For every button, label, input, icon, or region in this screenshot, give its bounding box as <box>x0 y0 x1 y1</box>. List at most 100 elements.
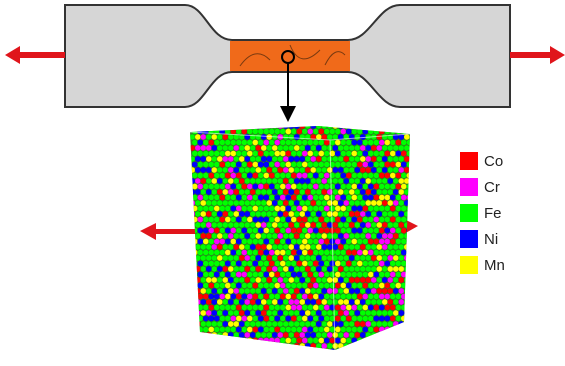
atom <box>384 173 390 179</box>
atom <box>340 173 346 179</box>
atom <box>390 151 396 157</box>
atom <box>340 294 346 300</box>
atom <box>250 266 256 272</box>
atom <box>211 123 217 129</box>
atom <box>233 145 239 151</box>
atom <box>307 305 313 311</box>
atom <box>376 156 382 162</box>
atom <box>261 156 267 162</box>
atom <box>324 151 330 157</box>
atom <box>321 255 327 261</box>
atom <box>349 145 355 151</box>
atom <box>219 228 225 234</box>
atom <box>365 211 371 217</box>
atom <box>294 310 300 316</box>
atom <box>228 277 234 283</box>
atom <box>365 222 371 228</box>
atom <box>401 316 407 322</box>
atom <box>382 343 388 349</box>
atom <box>362 184 368 190</box>
atom <box>206 123 212 129</box>
atom <box>387 310 393 316</box>
atom <box>280 261 286 267</box>
atom <box>189 299 195 305</box>
atom <box>239 233 245 239</box>
atom <box>324 129 330 135</box>
atom <box>222 299 228 305</box>
atom <box>406 129 412 135</box>
atom <box>200 321 206 327</box>
atom <box>228 266 234 272</box>
atom <box>197 206 203 212</box>
atom <box>269 250 275 256</box>
atom <box>390 140 396 146</box>
atom <box>310 277 316 283</box>
atom <box>313 272 319 278</box>
atom <box>349 178 355 184</box>
atom <box>343 178 349 184</box>
atom <box>393 189 399 195</box>
atom <box>269 151 275 157</box>
atom <box>288 233 294 239</box>
atom <box>324 206 330 212</box>
atom <box>208 184 214 190</box>
atom <box>351 151 357 157</box>
atom <box>324 228 330 234</box>
atom <box>288 156 294 162</box>
atom <box>327 167 333 173</box>
atom <box>274 228 280 234</box>
atom <box>335 184 341 190</box>
atom <box>272 266 278 272</box>
atom <box>239 288 245 294</box>
atom <box>244 178 250 184</box>
atom <box>280 305 286 311</box>
atom <box>272 233 278 239</box>
atom <box>316 266 322 272</box>
atom <box>217 200 223 206</box>
atom <box>324 349 330 355</box>
atom <box>285 338 291 344</box>
atom <box>247 272 253 278</box>
atom <box>261 178 267 184</box>
atom <box>255 156 261 162</box>
atom <box>192 206 198 212</box>
atom <box>233 244 239 250</box>
atom <box>406 195 412 201</box>
atom <box>244 332 250 338</box>
atom <box>294 332 300 338</box>
atom <box>313 316 319 322</box>
atom <box>346 228 352 234</box>
atom <box>222 310 228 316</box>
atom <box>360 288 366 294</box>
atom <box>288 332 294 338</box>
atom <box>307 250 313 256</box>
atom <box>324 261 330 267</box>
atom <box>395 195 401 201</box>
atom <box>189 200 195 206</box>
atom <box>335 239 341 245</box>
atom <box>230 239 236 245</box>
atom <box>340 327 346 333</box>
atom <box>321 277 327 283</box>
atom <box>327 189 333 195</box>
atom <box>307 327 313 333</box>
atom <box>291 327 297 333</box>
atom <box>228 288 234 294</box>
atom <box>236 283 242 289</box>
atom <box>305 167 311 173</box>
atom <box>266 310 272 316</box>
atom <box>318 173 324 179</box>
atom <box>365 167 371 173</box>
atom <box>351 283 357 289</box>
atom <box>318 184 324 190</box>
atom <box>230 195 236 201</box>
atom <box>241 173 247 179</box>
atom <box>382 266 388 272</box>
atom <box>211 178 217 184</box>
atom <box>192 250 198 256</box>
atom <box>206 222 212 228</box>
atom <box>233 200 239 206</box>
atom <box>236 272 242 278</box>
atom <box>346 283 352 289</box>
atom <box>233 255 239 261</box>
